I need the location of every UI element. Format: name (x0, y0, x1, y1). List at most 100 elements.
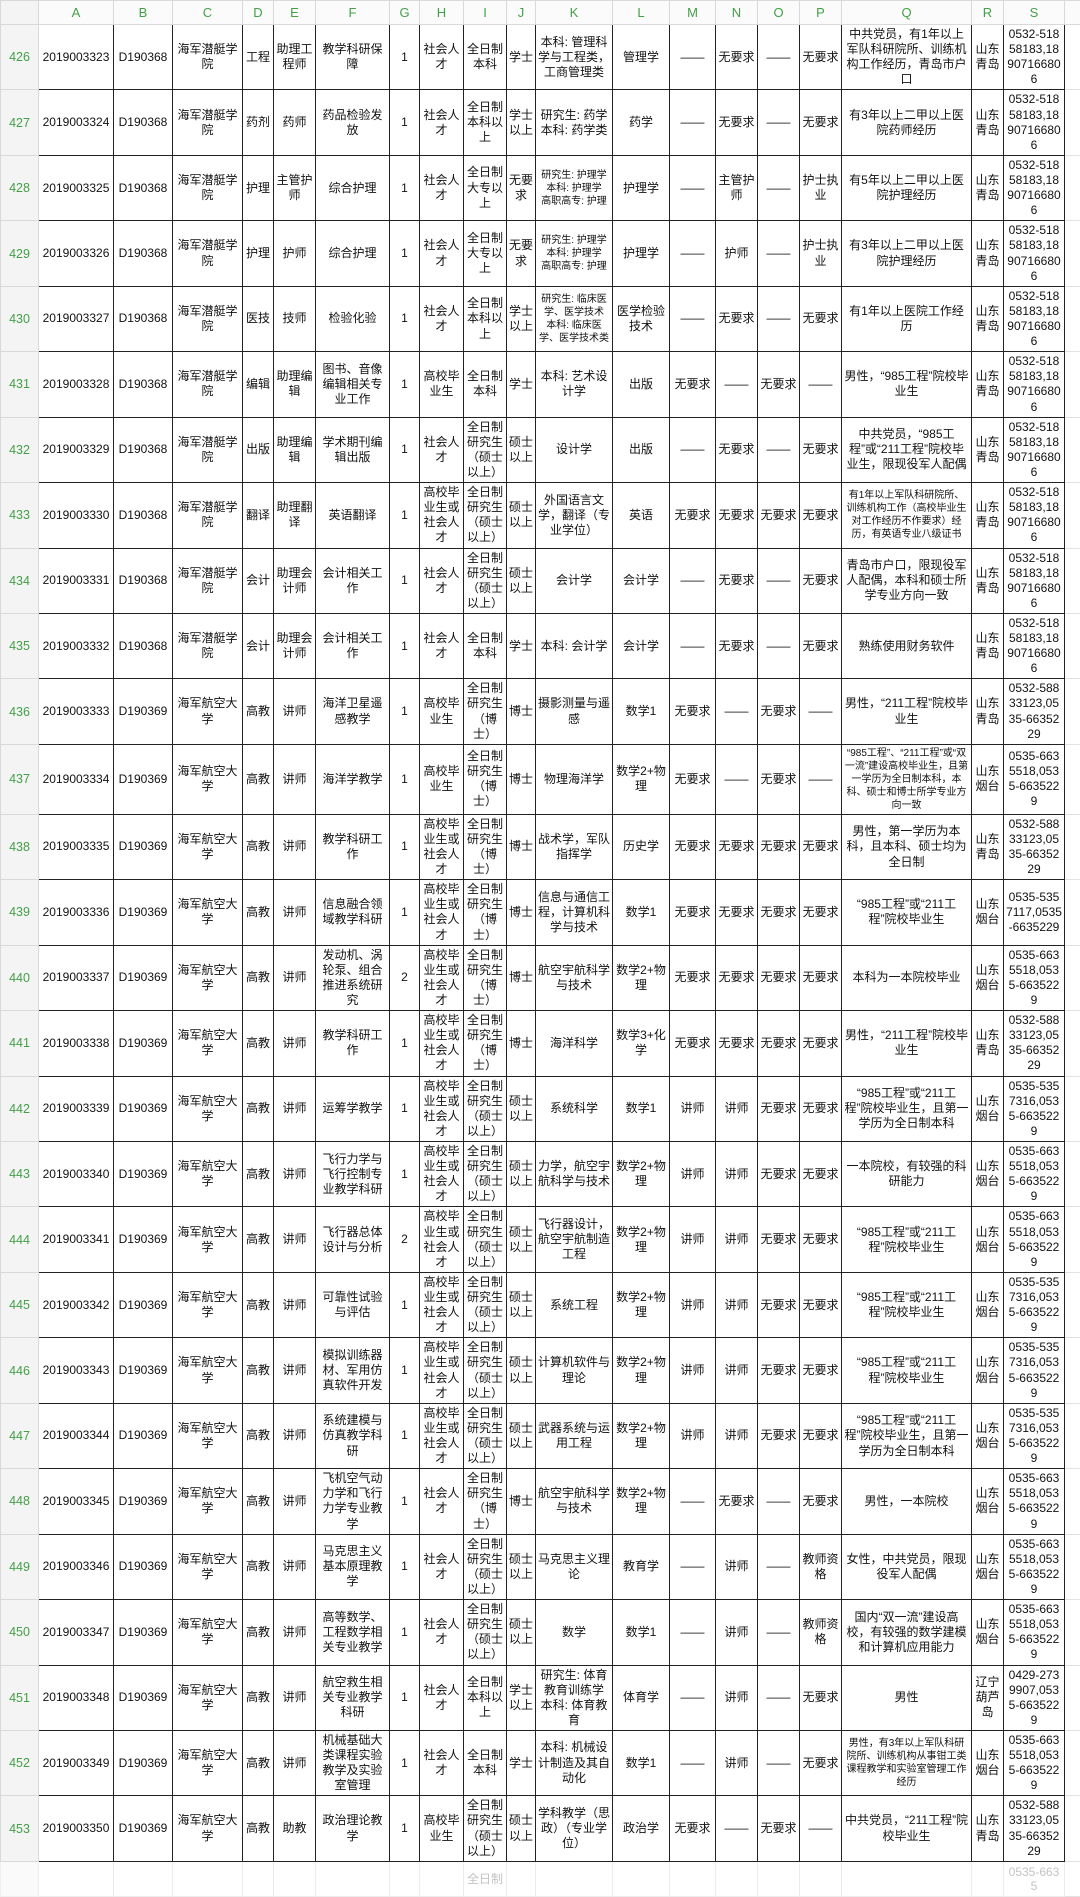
cell-H[interactable]: 社会人才 (420, 1469, 464, 1534)
cell-F[interactable]: 发动机、涡轮泵、组合推进系统研究 (316, 945, 390, 1010)
cell-P[interactable]: 无要求 (800, 548, 842, 613)
cell-A[interactable]: 2019003333 (39, 679, 114, 744)
cell-E[interactable]: 讲师 (274, 945, 316, 1010)
cell-N[interactable]: 无要求 (716, 1469, 758, 1534)
cell-L[interactable]: 数学2+物理 (613, 744, 670, 814)
cell-E[interactable]: 助理编辑 (274, 417, 316, 482)
column-header-M[interactable]: M (670, 1, 716, 25)
cell-D[interactable]: 高教 (243, 1665, 274, 1730)
cell-F[interactable]: 政治理论教学 (316, 1796, 390, 1861)
cell-M[interactable]: 无要求 (670, 744, 716, 814)
cell-J[interactable]: 学士 (507, 25, 536, 90)
cell-E[interactable]: 讲师 (274, 1142, 316, 1207)
cell-H[interactable]: 社会人才 (420, 1534, 464, 1599)
cell-K[interactable]: 系统科学 (536, 1076, 613, 1141)
cell-A[interactable]: 2019003332 (39, 613, 114, 678)
cell-D[interactable]: 医技 (243, 286, 274, 351)
cell-Q[interactable]: 男性，“985工程”院校毕业生 (842, 352, 972, 417)
cell-P[interactable]: 无要求 (800, 25, 842, 90)
cell-C[interactable]: 海军潜艇学院 (173, 155, 243, 220)
cell-F[interactable]: 教学科研工作 (316, 814, 390, 879)
cell-M[interactable]: —— (670, 286, 716, 351)
cell-Q[interactable]: 男性 (842, 1665, 972, 1730)
row-number[interactable]: 450 (1, 1600, 39, 1665)
cell-L[interactable]: 护理学 (613, 155, 670, 220)
cell-M[interactable]: —— (670, 1730, 716, 1795)
cell-P[interactable]: 无要求 (800, 1338, 842, 1403)
cell-K[interactable]: 外国语言文学，翻译（专业学位） (536, 483, 613, 548)
cell-G[interactable]: 1 (390, 880, 420, 945)
cell-J[interactable]: 学士 (507, 1730, 536, 1795)
cell-N[interactable]: 护师 (716, 221, 758, 286)
cell-B[interactable]: D190368 (114, 352, 173, 417)
cell-G[interactable]: 1 (390, 1338, 420, 1403)
cell-N[interactable]: 讲师 (716, 1207, 758, 1272)
cell-E[interactable]: 讲师 (274, 1403, 316, 1468)
row-number[interactable]: 435 (1, 613, 39, 678)
cell-L[interactable]: 出版 (613, 417, 670, 482)
cell-Q[interactable]: 一本院校，有较强的科研能力 (842, 1142, 972, 1207)
cell-R[interactable]: 山东烟台 (972, 945, 1004, 1010)
cell-S[interactable]: 0532-51858183,18907166806 (1004, 221, 1065, 286)
cell-L[interactable]: 数学2+物理 (613, 1338, 670, 1403)
cell-R[interactable]: 山东青岛 (972, 221, 1004, 286)
cell-G[interactable]: 1 (390, 417, 420, 482)
cell-P[interactable]: 教师资格 (800, 1600, 842, 1665)
cell-Q[interactable]: “985工程”、“211工程”或“双一流”建设高校毕业生，且第一学历为全日制本科… (842, 744, 972, 814)
row-number[interactable]: 429 (1, 221, 39, 286)
cell-I[interactable]: 全日制研究生（硕士以上） (464, 1142, 507, 1207)
cell-B[interactable]: D190369 (114, 1534, 173, 1599)
cell-I[interactable]: 全日制研究生（硕士以上） (464, 548, 507, 613)
cell-K[interactable]: 会计学 (536, 548, 613, 613)
cell-K[interactable]: 武器系统与运用工程 (536, 1403, 613, 1468)
cell-M[interactable]: —— (670, 25, 716, 90)
cell-I[interactable]: 全日制本科 (464, 25, 507, 90)
cell-C[interactable]: 海军航空大学 (173, 880, 243, 945)
cell-B[interactable]: D190369 (114, 1272, 173, 1337)
cell-A[interactable]: 2019003342 (39, 1272, 114, 1337)
cell-M[interactable]: 无要求 (670, 1011, 716, 1076)
cell-B[interactable]: D190369 (114, 1796, 173, 1861)
cell-P[interactable]: 教师资格 (800, 1534, 842, 1599)
cell-L[interactable]: 医学检验技术 (613, 286, 670, 351)
cell-G[interactable]: 1 (390, 679, 420, 744)
cell-D[interactable]: 高教 (243, 1469, 274, 1534)
cell-O[interactable]: 无要求 (758, 483, 800, 548)
cell-C[interactable]: 海军航空大学 (173, 1272, 243, 1337)
cell-L[interactable]: 数学2+物理 (613, 1272, 670, 1337)
cell-S[interactable]: 0532-51858183,18907166806 (1004, 613, 1065, 678)
cell-F[interactable]: 学术期刊编辑出版 (316, 417, 390, 482)
cell-P[interactable]: 无要求 (800, 286, 842, 351)
column-header-A[interactable]: A (39, 1, 114, 25)
cell-K[interactable]: 本科: 机械设计制造及其自动化 (536, 1730, 613, 1795)
cell-N[interactable]: 讲师 (716, 1534, 758, 1599)
cell-F[interactable]: 药品检验发放 (316, 90, 390, 155)
cell-R[interactable]: 山东青岛 (972, 483, 1004, 548)
cell-J[interactable]: 博士 (507, 945, 536, 1010)
cell-K[interactable]: 本科: 艺术设计学 (536, 352, 613, 417)
cell-B[interactable]: D190369 (114, 1076, 173, 1141)
cell-F[interactable]: 英语翻译 (316, 483, 390, 548)
cell-R[interactable]: 山东青岛 (972, 155, 1004, 220)
cell-J[interactable]: 学士以上 (507, 286, 536, 351)
cell-K[interactable]: 研究生: 护理学 本科: 护理学 高职高专: 护理 (536, 221, 613, 286)
cell-Q[interactable]: “985工程”或“211工程”院校毕业生，且第一学历为全日制本科 (842, 1403, 972, 1468)
cell-J[interactable]: 硕士以上 (507, 1534, 536, 1599)
cell-R[interactable]: 山东青岛 (972, 25, 1004, 90)
column-header-R[interactable]: R (972, 1, 1004, 25)
cell-N[interactable]: —— (716, 744, 758, 814)
cell-B[interactable]: D190369 (114, 814, 173, 879)
cell-M[interactable]: 无要求 (670, 814, 716, 879)
cell-E[interactable]: 讲师 (274, 679, 316, 744)
cell-Q[interactable]: 国内“双一流”建设高校，有较强的数学建模和计算机应用能力 (842, 1600, 972, 1665)
cell-I[interactable]: 全日制研究生（硕士以上） (464, 483, 507, 548)
cell-I[interactable]: 全日制大专以上 (464, 155, 507, 220)
cell-R[interactable]: 山东烟台 (972, 744, 1004, 814)
cell-S[interactable]: 0535-6635518,0535-6635229 (1004, 1730, 1065, 1795)
cell-K[interactable]: 研究生: 体育教育训练学 本科: 体育教育 (536, 1665, 613, 1730)
cell-G[interactable]: 1 (390, 1142, 420, 1207)
cell-G[interactable]: 1 (390, 1403, 420, 1468)
cell-D[interactable]: 高教 (243, 1534, 274, 1599)
cell-Q[interactable]: 男性，“211工程”院校毕业生 (842, 679, 972, 744)
cell-E[interactable]: 讲师 (274, 1272, 316, 1337)
